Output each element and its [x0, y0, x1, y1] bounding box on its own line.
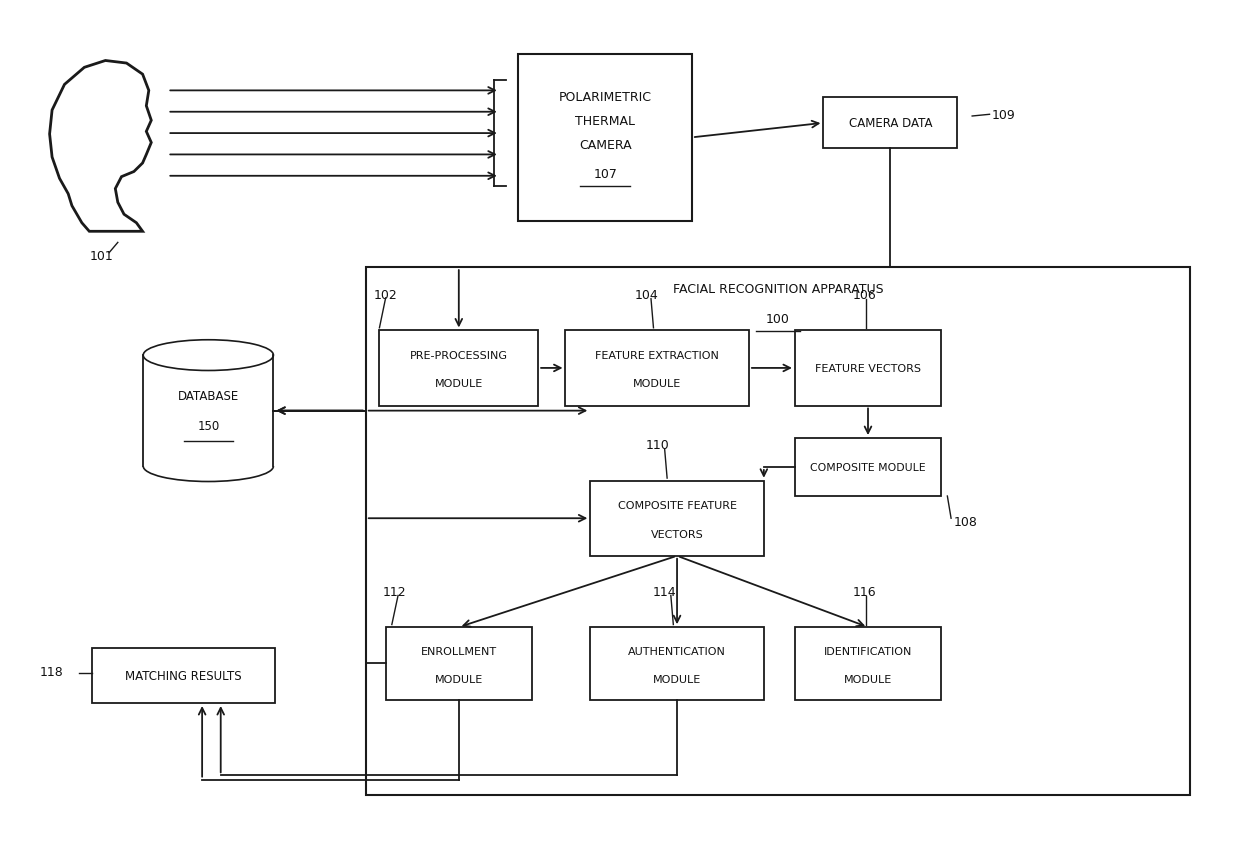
Text: 104: 104 — [635, 288, 658, 302]
Text: 102: 102 — [373, 288, 397, 302]
Text: IDENTIFICATION: IDENTIFICATION — [823, 646, 913, 656]
Bar — [366, 268, 1190, 795]
Text: MODULE: MODULE — [634, 379, 681, 389]
Text: COMPOSITE FEATURE: COMPOSITE FEATURE — [618, 501, 737, 511]
Text: 114: 114 — [652, 585, 676, 598]
Text: FACIAL RECOGNITION APPARATUS: FACIAL RECOGNITION APPARATUS — [673, 282, 883, 296]
Bar — [795, 628, 941, 699]
Text: 100: 100 — [766, 312, 790, 326]
Text: MODULE: MODULE — [844, 674, 892, 684]
Text: 101: 101 — [89, 249, 114, 263]
Text: MODULE: MODULE — [653, 674, 701, 684]
Bar — [386, 628, 532, 699]
Text: 108: 108 — [954, 515, 977, 529]
Text: 109: 109 — [992, 108, 1016, 122]
Text: 150: 150 — [197, 420, 219, 433]
Bar — [92, 648, 275, 703]
Text: FEATURE EXTRACTION: FEATURE EXTRACTION — [595, 351, 719, 361]
Text: VECTORS: VECTORS — [651, 529, 703, 539]
Text: THERMAL: THERMAL — [575, 114, 635, 128]
Text: AUTHENTICATION: AUTHENTICATION — [629, 646, 725, 656]
Text: 118: 118 — [40, 664, 63, 678]
Text: MODULE: MODULE — [435, 379, 482, 389]
Bar — [795, 438, 941, 496]
Text: CAMERA DATA: CAMERA DATA — [848, 117, 932, 131]
Text: PRE-PROCESSING: PRE-PROCESSING — [409, 351, 508, 361]
Text: CAMERA: CAMERA — [579, 138, 631, 152]
Text: 112: 112 — [383, 585, 407, 598]
Text: ENROLLMENT: ENROLLMENT — [420, 646, 497, 656]
Text: 116: 116 — [853, 585, 877, 598]
Bar — [379, 331, 538, 406]
Text: FEATURE VECTORS: FEATURE VECTORS — [815, 363, 921, 374]
Ellipse shape — [144, 340, 274, 371]
Text: COMPOSITE MODULE: COMPOSITE MODULE — [810, 462, 926, 473]
Bar — [590, 481, 764, 556]
Bar — [590, 628, 764, 699]
Text: 110: 110 — [646, 438, 670, 452]
Bar — [565, 331, 749, 406]
Text: 106: 106 — [853, 288, 877, 302]
Text: POLARIMETRIC: POLARIMETRIC — [558, 90, 652, 104]
Text: DATABASE: DATABASE — [177, 389, 239, 403]
Bar — [518, 55, 692, 222]
Text: 107: 107 — [593, 167, 618, 181]
Bar — [795, 331, 941, 406]
Text: MODULE: MODULE — [435, 674, 482, 684]
Bar — [823, 98, 957, 149]
Text: MATCHING RESULTS: MATCHING RESULTS — [125, 669, 242, 682]
